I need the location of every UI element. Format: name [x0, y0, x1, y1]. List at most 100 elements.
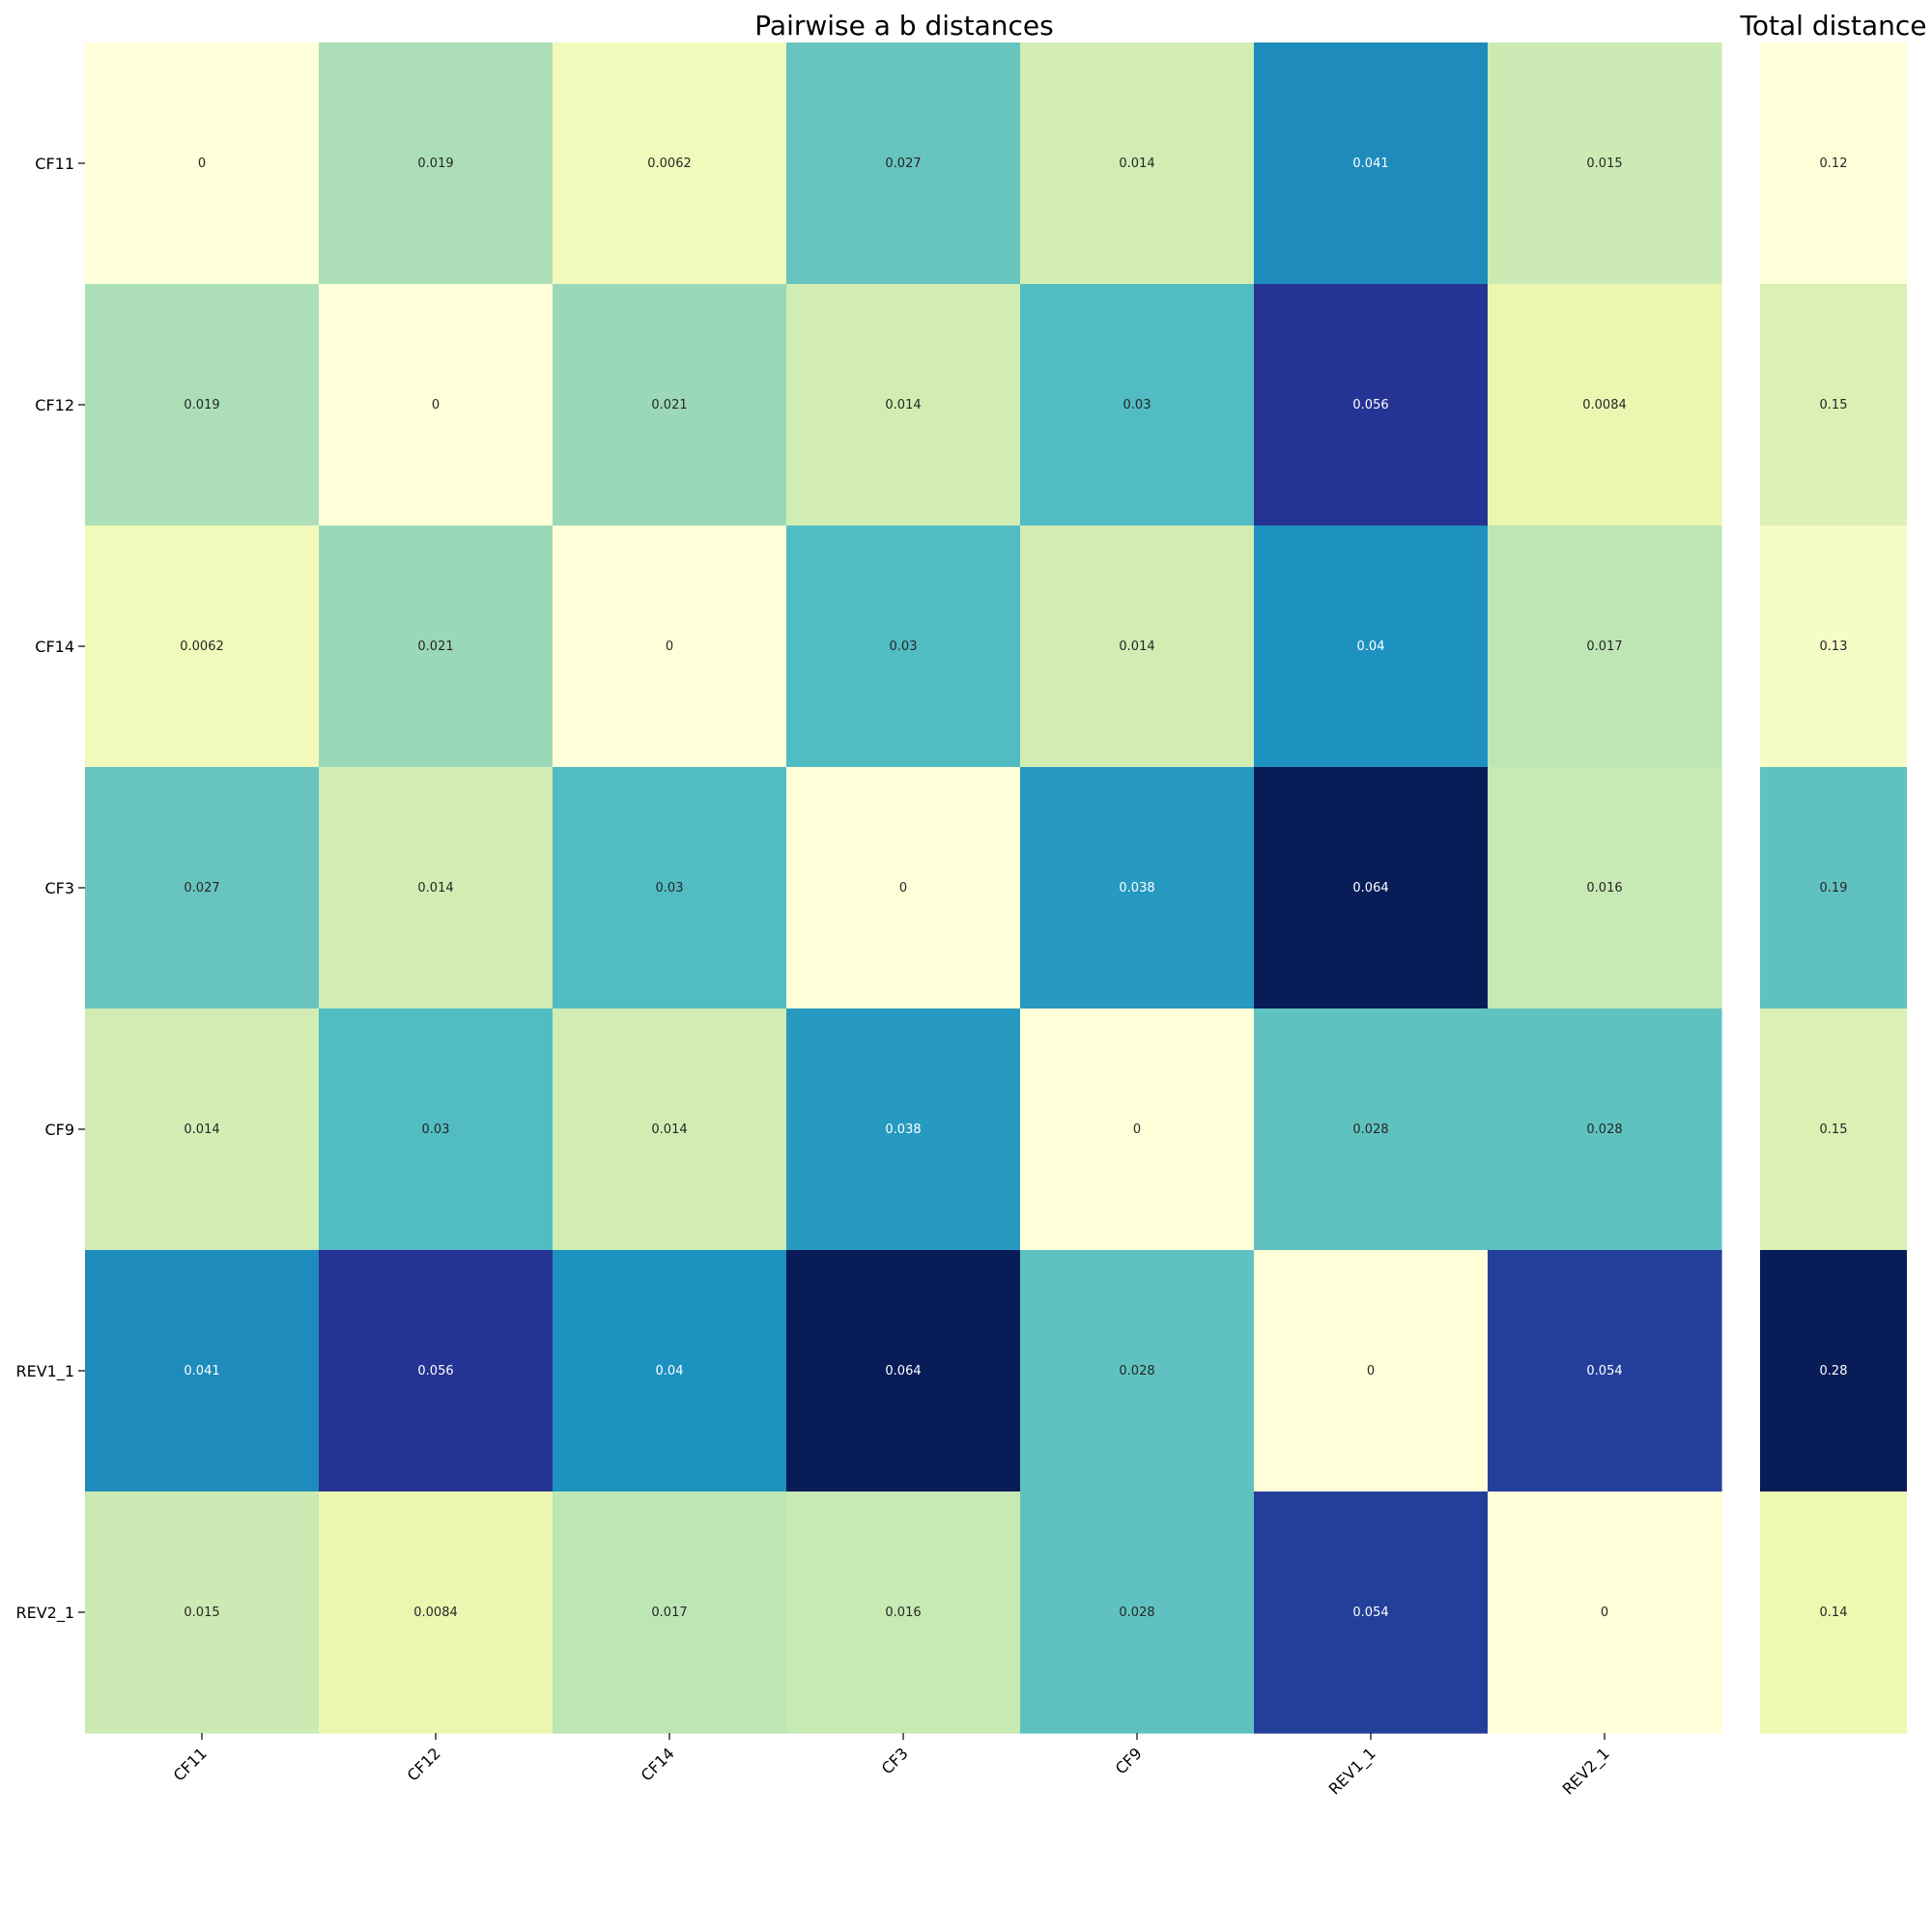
heatmap-cell	[1020, 1492, 1255, 1734]
heatmap-cell	[1488, 284, 1722, 526]
y-tick-label: CF11	[35, 155, 74, 173]
heatmap-cell-label: 0.015	[184, 1605, 219, 1620]
heatmap-cell-label: 0.014	[1119, 156, 1154, 171]
heatmap-cell	[319, 1250, 554, 1492]
heatmap-cell-label: 0	[1601, 1605, 1608, 1620]
heatmap-cell-label: 0.03	[422, 1122, 450, 1137]
heatmap-cell-label: 0.014	[184, 1122, 219, 1137]
heatmap-cell	[1020, 1009, 1255, 1251]
x-tick-label: CF14	[638, 1744, 678, 1784]
heatmap-cell	[786, 43, 1021, 285]
heatmap-cell-label: 0.0062	[647, 156, 692, 171]
heatmap-cell	[786, 1492, 1021, 1734]
heatmap-cell	[1254, 767, 1489, 1009]
y-tick-label: REV1_1	[15, 1362, 74, 1381]
heatmap-cell-label: 0.054	[1586, 1364, 1622, 1378]
heatmap-cell	[1488, 767, 1722, 1009]
total-distance-label: 0.14	[1820, 1605, 1848, 1620]
total-distance-label: 0.13	[1820, 639, 1848, 654]
heatmap-cell-label: 0.019	[417, 156, 453, 171]
total-distance-label: 0.15	[1820, 398, 1848, 412]
heatmap-cell-label: 0	[198, 156, 206, 171]
heatmap-cell	[1254, 43, 1489, 285]
heatmap-cell-label: 0.0084	[413, 1605, 458, 1620]
heatmap-cell	[786, 526, 1021, 768]
heatmap-cell	[85, 1492, 320, 1734]
heatmap-cell-label: 0.015	[1586, 156, 1622, 171]
heatmap-cell-label: 0.056	[417, 1364, 453, 1378]
total-distance-cells	[1760, 43, 1907, 1734]
heatmap-cell	[1254, 1009, 1489, 1251]
heatmap-cell	[319, 526, 554, 768]
heatmap-cell	[553, 1250, 787, 1492]
heatmap-cell-label: 0.021	[417, 639, 453, 654]
total-distance-label: 0.19	[1820, 881, 1848, 895]
x-axis-ticks: CF11 CF12 CF14 CF3 CF9 REV1_1 REV2_1	[170, 1733, 1614, 1799]
heatmap-cell-label: 0.038	[885, 1122, 921, 1137]
total-distance-cell	[1760, 1492, 1907, 1734]
heatmap-cell-label: 0.041	[1352, 156, 1388, 171]
x-tick-label: REV2_1	[1559, 1744, 1614, 1799]
heatmap-cell	[1020, 43, 1255, 285]
heatmap-cell-label: 0.03	[1123, 398, 1151, 412]
heatmap-cell	[1488, 1492, 1722, 1734]
heatmap-cell	[1254, 1250, 1489, 1492]
y-axis-ticks: CF11 CF12 CF14 CF3 CF9 REV1_1 REV2_1	[15, 155, 85, 1623]
x-tick-label: CF3	[878, 1744, 912, 1777]
heatmap-cell-label: 0.04	[1357, 639, 1385, 654]
heatmap-cell-label: 0.038	[1119, 881, 1154, 895]
heatmap-cell	[553, 284, 787, 526]
heatmap-cell-label: 0.041	[184, 1364, 219, 1378]
heatmap-cell	[553, 43, 787, 285]
heatmap-cell	[85, 767, 320, 1009]
total-distance-annotations: 0.12 0.15 0.13 0.19 0.15 0.28 0.14	[1820, 156, 1848, 1620]
heatmap-cell-label: 0.019	[184, 398, 219, 412]
y-tick-label: REV2_1	[15, 1604, 74, 1623]
heatmap-cell-label: 0.028	[1586, 1122, 1622, 1137]
heatmap-cell	[786, 284, 1021, 526]
heatmap-cell	[553, 767, 787, 1009]
y-tick-label: CF9	[44, 1121, 74, 1139]
heatmap-cell-label: 0.028	[1352, 1122, 1388, 1137]
heatmap-cell-label: 0.064	[1352, 881, 1388, 895]
heatmap-cell	[786, 1250, 1021, 1492]
heatmap-cell-label: 0.021	[651, 398, 687, 412]
x-tick-label: REV1_1	[1325, 1744, 1380, 1799]
main-heatmap-cells	[85, 43, 1722, 1734]
total-distance-label: 0.15	[1820, 1122, 1848, 1137]
heatmap-cell	[85, 284, 320, 526]
heatmap-cell-label: 0.04	[656, 1364, 684, 1378]
heatmap-cell	[319, 284, 554, 526]
x-tick-label: CF9	[1112, 1744, 1146, 1777]
heatmap-cell	[319, 1009, 554, 1251]
y-tick-label: CF12	[35, 396, 74, 414]
heatmap-cell-label: 0.014	[1119, 639, 1154, 654]
heatmap-cell-label: 0	[666, 639, 673, 654]
heatmap-cell-label: 0	[1133, 1122, 1141, 1137]
heatmap-cell	[1488, 1009, 1722, 1251]
total-distance-cell	[1760, 43, 1907, 285]
heatmap-cell-label: 0	[899, 881, 907, 895]
heatmap-cell	[319, 1492, 554, 1734]
heatmap-cell	[1488, 526, 1722, 768]
total-distance-label: 0.28	[1820, 1364, 1848, 1378]
heatmap-cell	[1488, 1250, 1722, 1492]
heatmap-cell	[553, 1492, 787, 1734]
heatmap-cell	[1020, 284, 1255, 526]
heatmap-cell-label: 0	[432, 398, 440, 412]
y-tick-label: CF3	[44, 879, 74, 897]
heatmap-cell-label: 0.056	[1352, 398, 1388, 412]
total-distance-cell	[1760, 284, 1907, 526]
heatmap-cell-label: 0.017	[1586, 639, 1622, 654]
heatmap-cell	[319, 767, 554, 1009]
heatmap-cell-label: 0.027	[184, 881, 219, 895]
heatmap-cell	[553, 526, 787, 768]
total-distance-cell	[1760, 526, 1907, 768]
heatmap-cell	[1020, 1250, 1255, 1492]
heatmap-cell	[319, 43, 554, 285]
heatmap-cell	[1254, 1492, 1489, 1734]
heatmap-cell-label: 0.014	[651, 1122, 687, 1137]
heatmap-cell	[553, 1009, 787, 1251]
heatmap-cell	[786, 767, 1021, 1009]
